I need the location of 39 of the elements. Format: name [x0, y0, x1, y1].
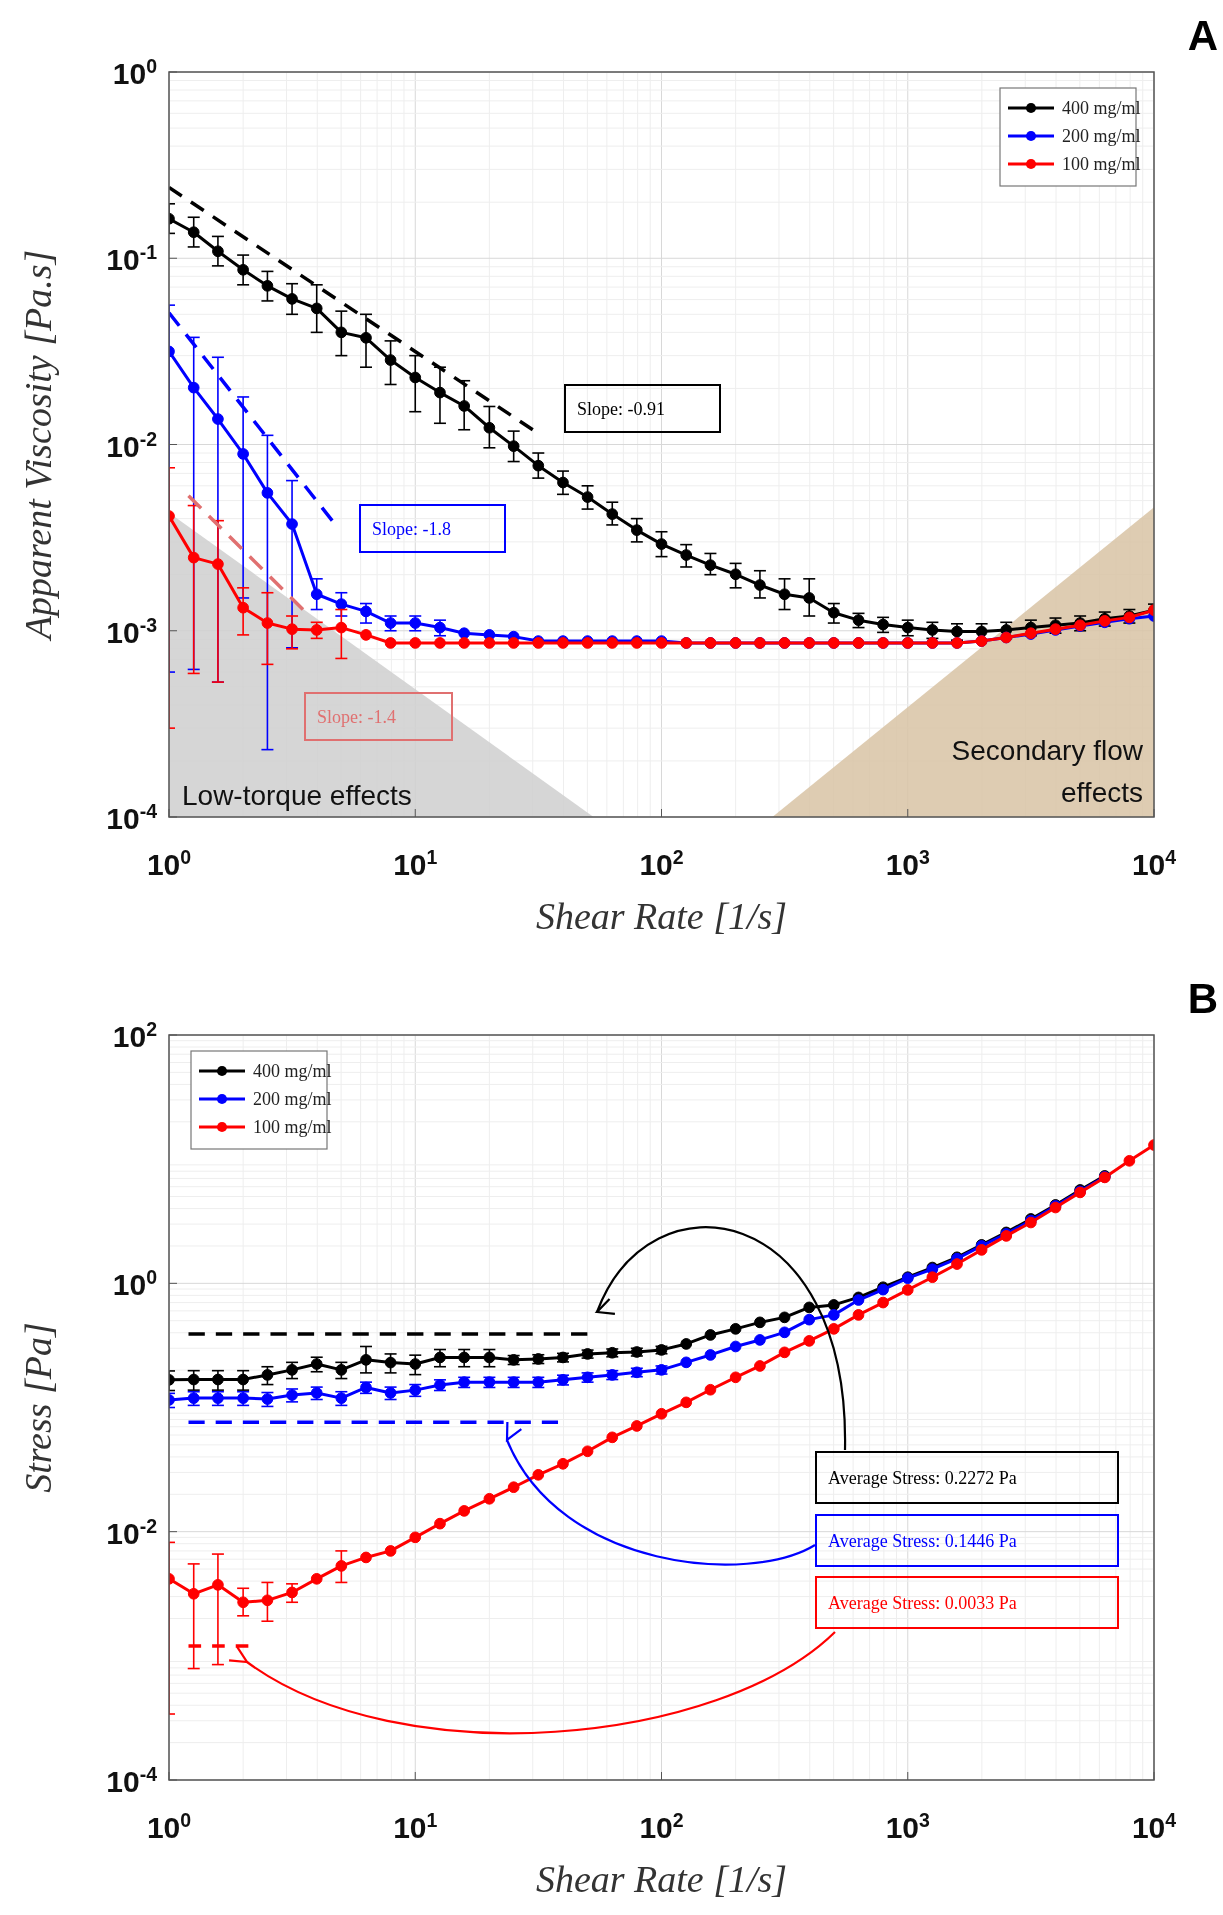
y-tick-label: 10$^{-4}$	[106, 800, 158, 835]
annotation: Average Stress: 0.2272 Pa	[828, 1467, 1017, 1488]
y-tick-label: 10$^{2}$	[112, 1018, 158, 1053]
legend-label: 400 mg/ml	[253, 1061, 332, 1081]
y-tick-label: 10$^{-2}$	[106, 427, 158, 463]
annotation: Low-torque effects	[182, 780, 412, 811]
x-tick-label: 10$^{3}$	[885, 846, 931, 881]
y-axis-title: Apparent Viscosity [Pa.s]	[17, 249, 59, 643]
annotation: Slope: -1.8	[372, 518, 451, 539]
x-tick-label: 10$^{3}$	[885, 1809, 931, 1844]
x-axis-title: Shear Rate [1/s]	[535, 1858, 788, 1900]
y-tick-label: 10$^{0}$	[112, 1266, 158, 1302]
y-axis-title: Stress [Pa]	[17, 1322, 59, 1493]
y-tick-label: 10$^{-4}$	[106, 1763, 158, 1798]
x-tick-label: 10$^{4}$	[1131, 1809, 1177, 1844]
annotation: Average Stress: 0.1446 Pa	[828, 1530, 1017, 1551]
y-tick-label: 10$^{-3}$	[106, 613, 158, 649]
legend-label: 200 mg/ml	[1062, 126, 1141, 146]
legend-label: 100 mg/ml	[1062, 154, 1141, 174]
x-tick-label: 10$^{0}$	[146, 1809, 192, 1844]
legend-label: 100 mg/ml	[253, 1117, 332, 1137]
x-axis-title: Shear Rate [1/s]	[535, 895, 788, 937]
chart-title: A	[1187, 12, 1218, 59]
x-tick-label: 10$^{1}$	[393, 846, 438, 881]
annotation: Average Stress: 0.0033 Pa	[828, 1592, 1017, 1613]
x-tick-label: 10$^{0}$	[146, 846, 192, 881]
annotation: Slope: -1.4	[317, 706, 396, 727]
y-tick-label: 10$^{0}$	[112, 55, 158, 90]
y-tick-label: 10$^{-1}$	[106, 241, 158, 277]
annotation: Secondary flow effects	[951, 735, 1144, 808]
annotation: Slope: -0.91	[577, 398, 665, 419]
y-tick-label: 10$^{-2}$	[106, 1514, 158, 1550]
legend-label: 400 mg/ml	[1062, 98, 1141, 118]
x-tick-label: 10$^{2}$	[639, 1809, 684, 1844]
x-tick-label: 10$^{4}$	[1131, 846, 1177, 881]
x-tick-label: 10$^{1}$	[393, 1809, 438, 1844]
legend-label: 200 mg/ml	[253, 1089, 332, 1109]
x-tick-label: 10$^{2}$	[639, 846, 684, 881]
chart-title: B	[1187, 975, 1218, 1022]
